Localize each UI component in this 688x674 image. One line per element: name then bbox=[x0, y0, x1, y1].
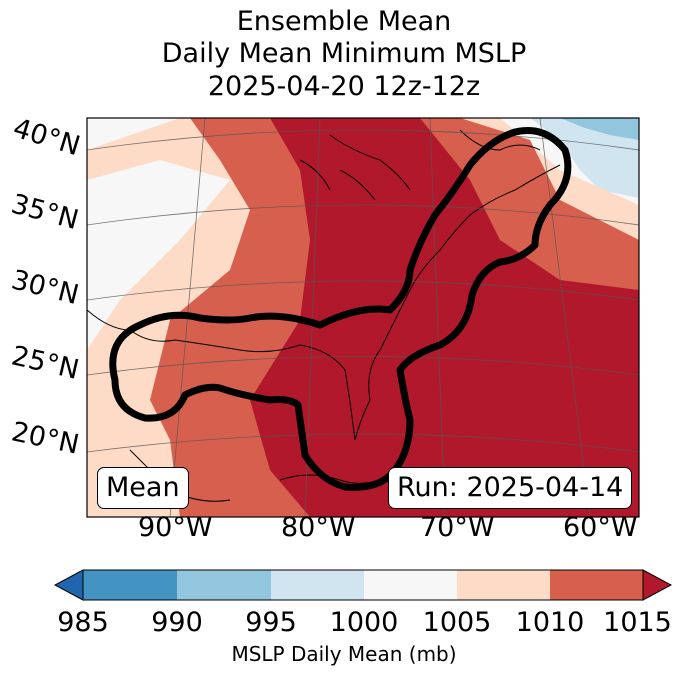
colorbar-label: MSLP Daily Mean (mb) bbox=[231, 642, 457, 666]
colorbar-tick-995: 995 bbox=[245, 607, 297, 638]
colorbar-tick-985: 985 bbox=[57, 607, 109, 638]
low-pressure-contour bbox=[109, 127, 572, 491]
field-above-1015 bbox=[250, 118, 639, 517]
colorbar-bin-995-1000 bbox=[271, 570, 364, 600]
lon-label-60w: 60°W bbox=[563, 512, 638, 543]
colorbar-tick-1015: 1015 bbox=[603, 607, 672, 638]
colorbar-tick-990: 990 bbox=[151, 607, 203, 638]
lon-label-80w: 80°W bbox=[281, 512, 356, 543]
graticule bbox=[87, 118, 639, 517]
colorbar bbox=[53, 569, 673, 601]
mean-label-box: Mean bbox=[97, 467, 189, 509]
colorbar-over-arrow bbox=[642, 569, 673, 601]
field-990-995-top bbox=[560, 118, 639, 140]
run-date-box: Run: 2025-04-14 bbox=[388, 467, 633, 509]
title-line-1: Ensemble Mean bbox=[236, 6, 452, 37]
colorbar-under-arrow bbox=[53, 569, 84, 601]
colorbar-tick-1005: 1005 bbox=[422, 607, 492, 638]
colorbar-bin-990-995 bbox=[177, 570, 271, 600]
map-frame bbox=[86, 117, 640, 518]
title-line-2: Daily Mean Minimum MSLP bbox=[161, 38, 527, 69]
colorbar-bin-1005-1010 bbox=[457, 570, 550, 600]
colorbar-tick-1000: 1000 bbox=[329, 607, 399, 638]
lon-label-90w: 90°W bbox=[138, 512, 213, 543]
colorbar-tick-1010: 1010 bbox=[515, 607, 585, 638]
pressure-field bbox=[87, 118, 639, 517]
colorbar-frame bbox=[82, 569, 644, 601]
colorbar-bin-1000-1005 bbox=[364, 570, 457, 600]
lon-label-70w: 70°W bbox=[420, 512, 495, 543]
title-line-3: 2025-04-20 12z-12z bbox=[207, 71, 481, 102]
colorbar-bin-985-990 bbox=[83, 570, 177, 600]
field-995-1000-top bbox=[530, 118, 639, 198]
colorbar-bin-1010-1015 bbox=[550, 570, 643, 600]
